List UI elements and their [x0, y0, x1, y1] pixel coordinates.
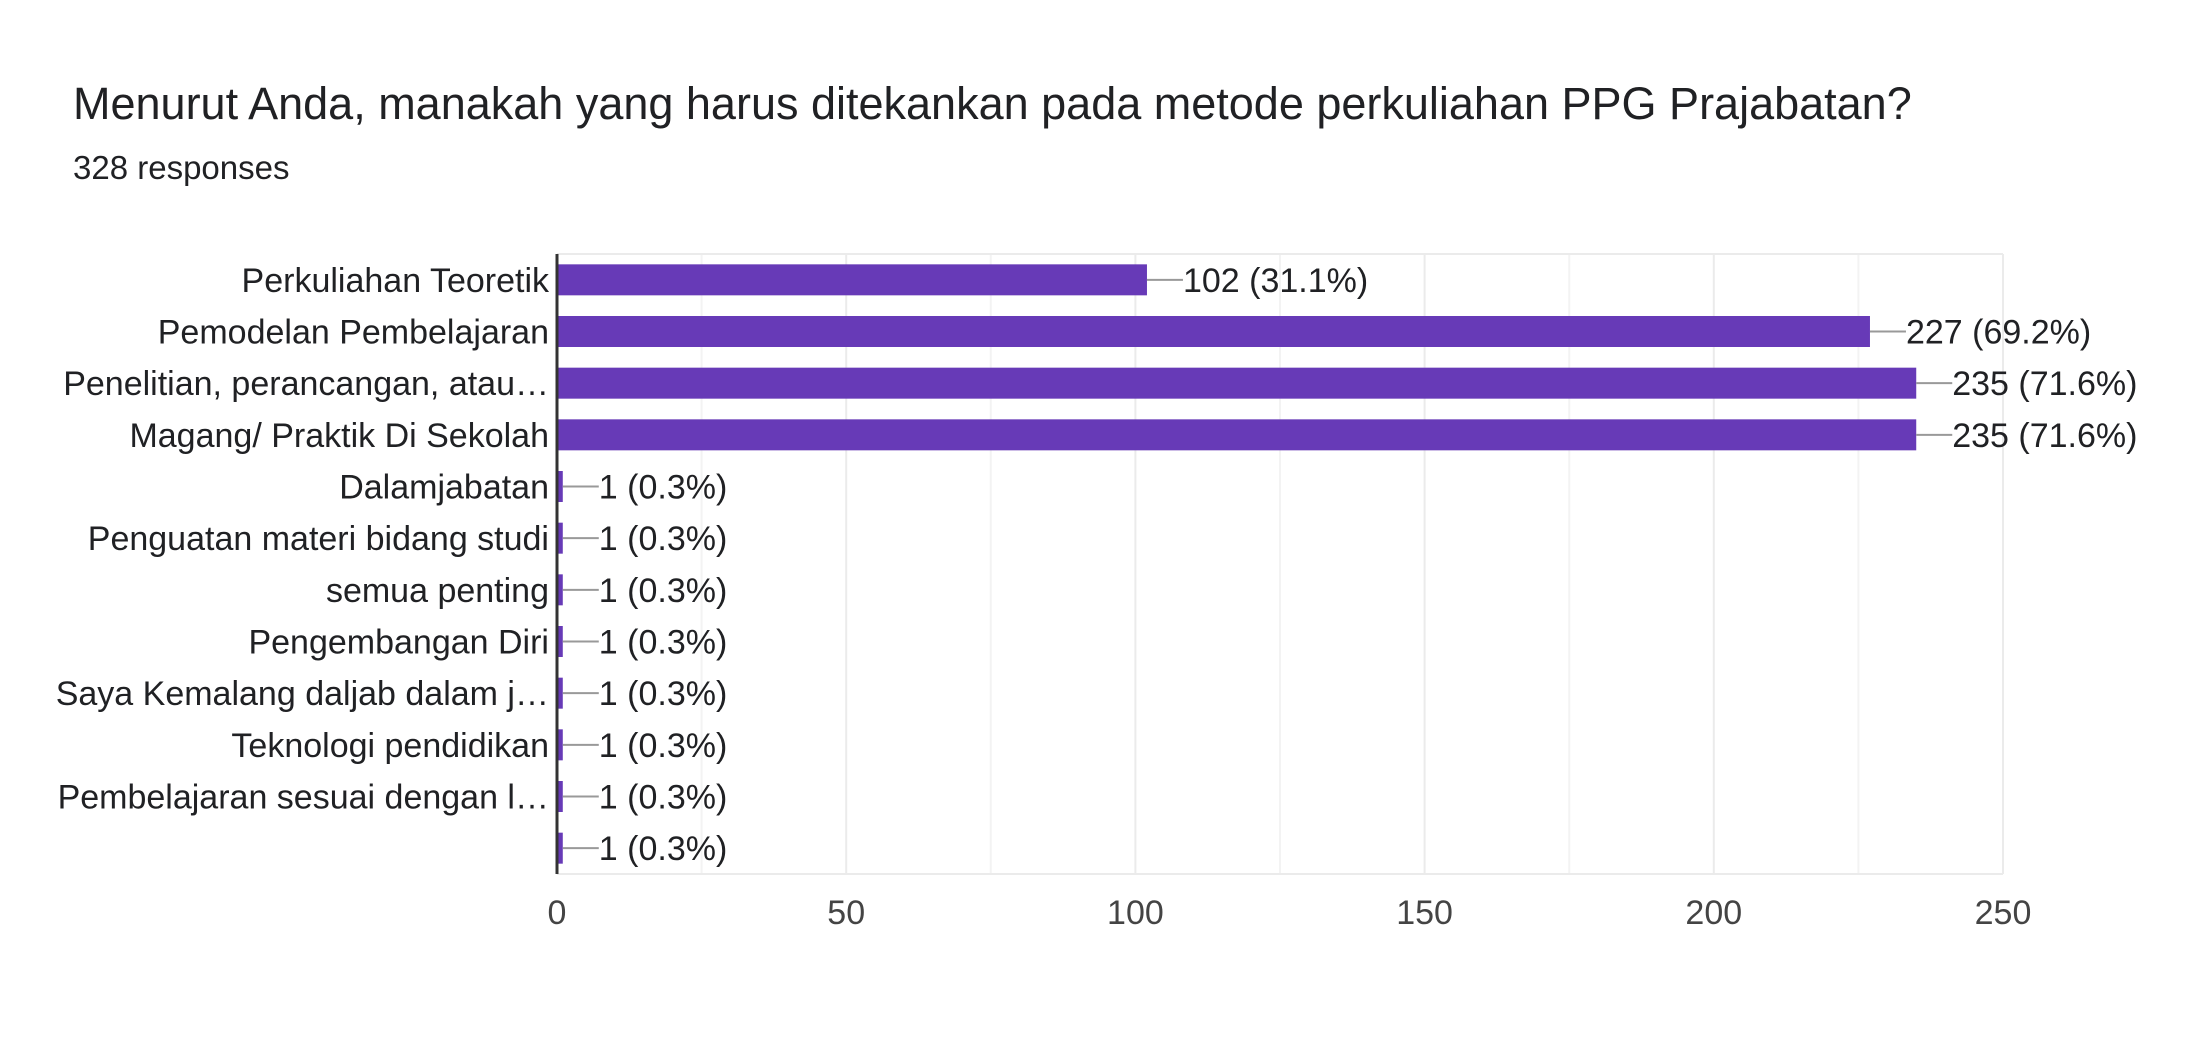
bar: [557, 832, 563, 864]
x-tick-label: 100: [1107, 894, 1164, 932]
bar: [557, 522, 563, 554]
category-label: Perkuliahan Teoretik: [242, 262, 550, 300]
bar: [557, 677, 563, 709]
x-tick-label: 0: [548, 894, 567, 932]
bar: [557, 626, 563, 657]
bar: [557, 367, 1917, 399]
bar: [557, 729, 563, 761]
x-tick-label: 200: [1685, 894, 1742, 932]
category-label: Saya Kemalang daljab dalam j…: [56, 675, 549, 713]
category-label: Pemodelan Pembelajaran: [158, 314, 549, 352]
data-label: 1 (0.3%): [599, 779, 728, 817]
data-label: 1 (0.3%): [599, 675, 728, 713]
bar: [557, 264, 1147, 296]
x-tick-label: 250: [1975, 894, 2032, 932]
data-label: 1 (0.3%): [599, 469, 728, 507]
category-label: semua penting: [326, 572, 549, 610]
bar: [557, 471, 563, 502]
category-label: Penelitian, perancangan, atau…: [63, 365, 549, 403]
bar: [557, 574, 563, 606]
data-label: 1 (0.3%): [599, 624, 728, 662]
category-label: Pengembangan Diri: [248, 624, 549, 662]
category-label: Penguatan materi bidang studi: [88, 520, 549, 558]
x-tick-label: 150: [1396, 894, 1453, 932]
data-label: 235 (71.6%): [1952, 417, 2137, 455]
data-label: 235 (71.6%): [1952, 365, 2137, 403]
category-label: Pembelajaran sesuai dengan l…: [58, 779, 549, 817]
data-label: 227 (69.2%): [1906, 314, 2091, 352]
data-label: 1 (0.3%): [599, 572, 728, 610]
category-label: Teknologi pendidikan: [231, 727, 549, 765]
data-label: 1 (0.3%): [599, 727, 728, 765]
response-count: 328 responses: [73, 149, 290, 186]
question-title: Menurut Anda, manakah yang harus ditekan…: [73, 78, 1912, 129]
bar: [557, 781, 563, 812]
category-label: Magang/ Praktik Di Sekolah: [129, 417, 549, 455]
data-label: 1 (0.3%): [599, 520, 728, 558]
bar: [557, 316, 1870, 347]
data-label: 1 (0.3%): [599, 830, 728, 868]
bar: [557, 419, 1917, 451]
category-label: Dalamjabatan: [339, 469, 549, 507]
data-label: 102 (31.1%): [1183, 262, 1368, 300]
x-tick-label: 50: [827, 894, 865, 932]
